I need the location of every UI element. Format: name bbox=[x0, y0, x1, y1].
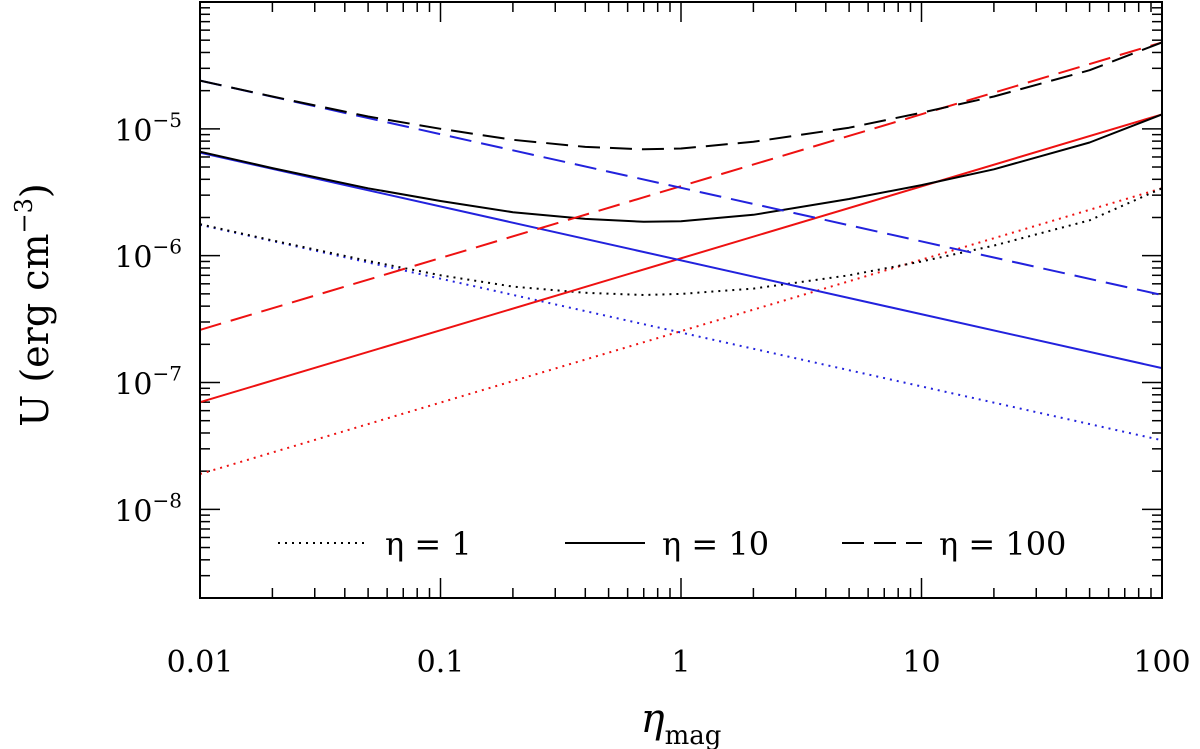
legend: η = 1 η = 10 η = 100 bbox=[278, 525, 1066, 563]
x-tick-label: 0.1 bbox=[417, 645, 465, 680]
y-tick-label-exponent: −6 bbox=[153, 235, 182, 259]
magnetic-solid-line bbox=[199, 113, 1163, 404]
legend-dotted-label: η = 1 bbox=[385, 525, 472, 563]
particle-dotted-line bbox=[199, 223, 1163, 442]
magnetic-dotted-line bbox=[199, 187, 1163, 475]
y-tick-label: 10−6 bbox=[114, 235, 182, 276]
y-tick-label-base: 10 bbox=[114, 241, 152, 276]
legend-dashed-label: η = 100 bbox=[939, 525, 1066, 563]
y-tick-label-base: 10 bbox=[114, 494, 152, 529]
y-tick-label: 10−7 bbox=[114, 362, 182, 403]
y-axis-label-exponent: −3 bbox=[10, 198, 38, 233]
series-lines bbox=[199, 41, 1163, 475]
x-axis-label-subscript: mag bbox=[665, 721, 722, 749]
y-tick-label-exponent: −7 bbox=[153, 362, 182, 386]
total-solid-line bbox=[199, 113, 1163, 223]
x-tick-label: 0.01 bbox=[167, 645, 234, 680]
axis-ticks bbox=[199, 2, 1162, 599]
legend-solid-label: η = 10 bbox=[662, 525, 769, 563]
y-axis-label: U (erg cm−3) bbox=[10, 183, 57, 427]
particle-solid-line bbox=[199, 151, 1163, 370]
particle-dashed-line bbox=[199, 79, 1163, 296]
x-axis-label-symbol: η bbox=[641, 696, 665, 742]
y-axis-label-close: ) bbox=[13, 183, 57, 198]
x-tick-label: 100 bbox=[1133, 645, 1190, 680]
total-dotted-line bbox=[199, 187, 1163, 296]
total-dashed-line bbox=[199, 41, 1163, 151]
y-tick-label-exponent: −8 bbox=[153, 488, 182, 512]
y-tick-label: 10−8 bbox=[114, 488, 182, 529]
y-axis-label-main: U (erg cm bbox=[13, 233, 57, 426]
y-tick-label-exponent: −5 bbox=[153, 108, 182, 132]
magnetic-dashed-line bbox=[199, 41, 1163, 331]
plot-frame bbox=[199, 1, 1163, 599]
x-tick-label: 10 bbox=[902, 645, 940, 680]
y-tick-label-base: 10 bbox=[114, 368, 152, 403]
y-tick-label-base: 10 bbox=[114, 114, 152, 149]
x-axis-label: ηmag bbox=[641, 696, 722, 749]
x-tick-label: 1 bbox=[671, 645, 690, 680]
y-tick-label: 10−5 bbox=[114, 108, 182, 149]
